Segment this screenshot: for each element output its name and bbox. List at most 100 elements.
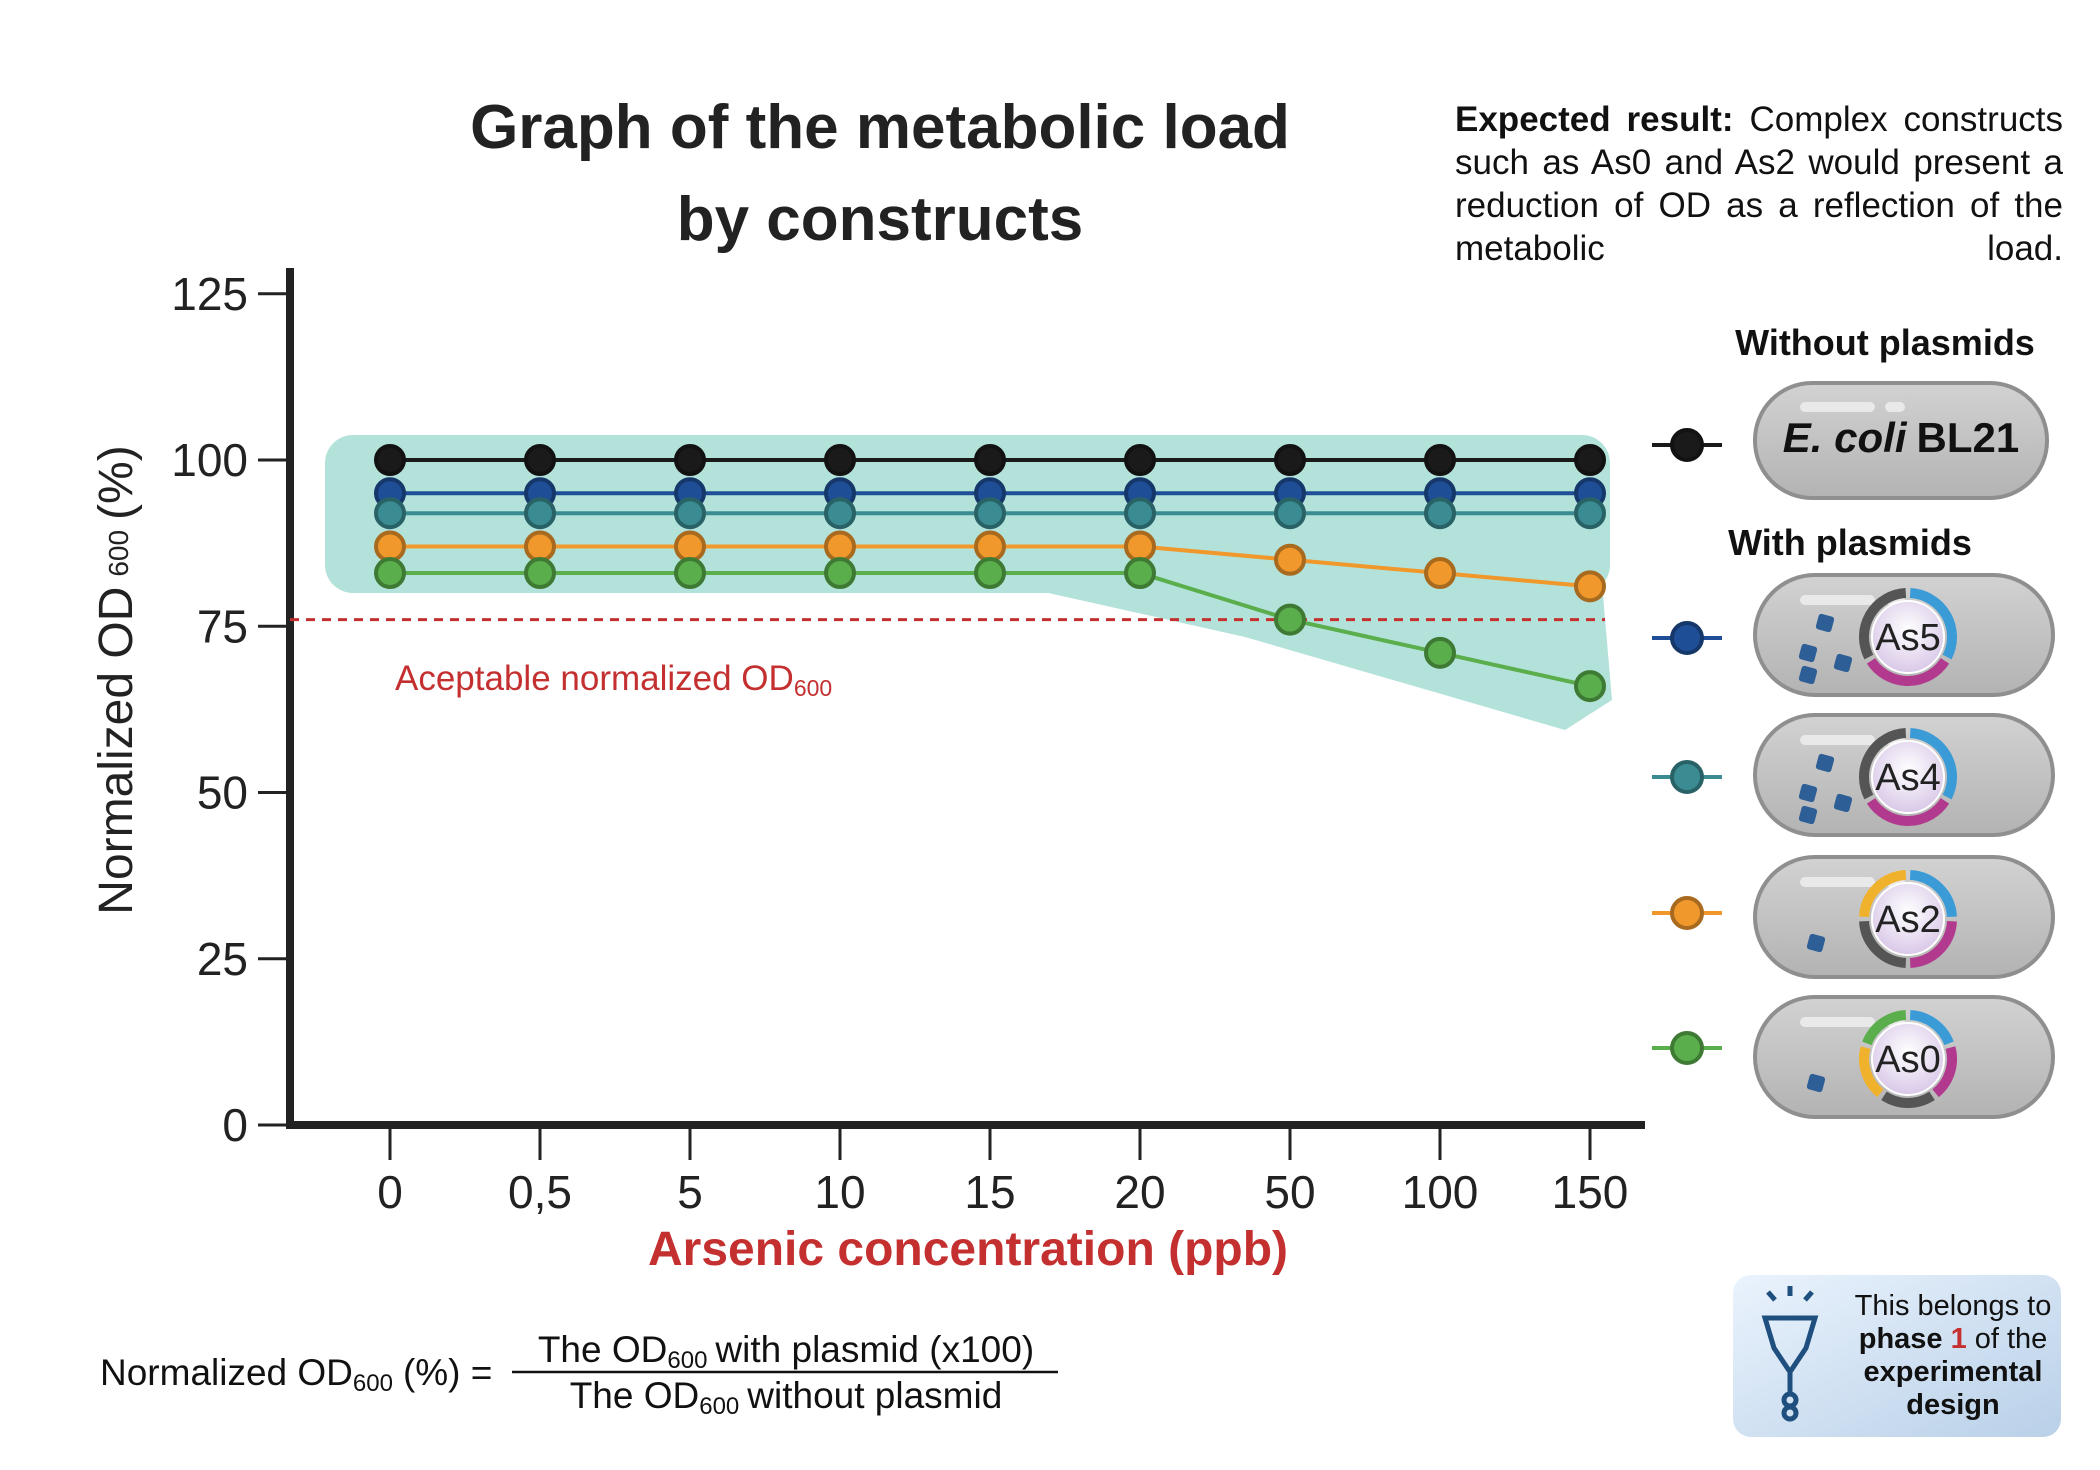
- series-layer: [374, 444, 1606, 703]
- series-e-coli-bl21: [374, 444, 1606, 476]
- data-point: [674, 530, 706, 563]
- data-point: [1574, 670, 1606, 703]
- plasmid-icon: [1871, 740, 1945, 814]
- y-tick-label: 50: [197, 767, 248, 819]
- formula-denominator: The OD600 without plasmid: [570, 1375, 1003, 1420]
- data-point: [1274, 543, 1306, 576]
- data-point: [1274, 497, 1306, 530]
- protein-icon: [1833, 653, 1853, 673]
- badge-line3: experimental: [1864, 1356, 2043, 1388]
- data-point: [1124, 530, 1156, 563]
- x-tick-label: 5: [677, 1166, 703, 1218]
- data-point: [1574, 570, 1606, 603]
- legend-marker: [1670, 1031, 1704, 1065]
- data-point: [1574, 444, 1606, 476]
- data-point: [1424, 444, 1456, 476]
- expected-result-label: Expected result:: [1455, 100, 1734, 139]
- legend-header-without: Without plasmids: [1735, 322, 2035, 363]
- x-tick-label: 15: [964, 1166, 1015, 1218]
- construct-cells: As5 As4 As2 As0: [1753, 573, 2055, 1119]
- construct-label: As5: [1875, 617, 1940, 659]
- legend-marker: [1670, 760, 1704, 794]
- y-tick-label: 125: [171, 268, 248, 320]
- data-point: [674, 444, 706, 476]
- data-point: [974, 444, 1006, 476]
- y-tick-label: 75: [197, 600, 248, 652]
- protein-icon: [1806, 933, 1826, 953]
- y-tick-label: 0: [222, 1099, 248, 1151]
- x-tick-label: 20: [1114, 1166, 1165, 1218]
- x-tick-label: 50: [1264, 1166, 1315, 1218]
- badge-line1: This belongs to: [1855, 1290, 2052, 1322]
- bl21-cell: E. coli BL21: [1753, 381, 2049, 500]
- construct-label: As4: [1875, 757, 1940, 799]
- legend-header-with: With plasmids: [1728, 522, 1972, 563]
- series-as4: [374, 497, 1606, 530]
- legend-marker: [1670, 621, 1704, 655]
- protein-icon: [1815, 613, 1835, 633]
- data-point: [1274, 603, 1306, 636]
- x-tick-label: 0,5: [508, 1166, 572, 1218]
- data-point: [1124, 557, 1156, 590]
- formula-numerator: The OD600 with plasmid (x100): [538, 1329, 1034, 1374]
- data-point: [824, 530, 856, 563]
- y-axis-label: Normalized OD600(%): [90, 445, 143, 914]
- chart-title-line1: Graph of the metabolic load: [470, 93, 1290, 162]
- series-as0: [374, 557, 1606, 703]
- protein-icon: [1806, 1073, 1826, 1093]
- plasmid-icon: [1871, 882, 1945, 956]
- data-point: [824, 497, 856, 530]
- x-ticks: 0 0,5 5 10 15 20 50 100 150: [377, 1129, 1628, 1218]
- data-point: [1124, 497, 1156, 530]
- data-point: [1424, 497, 1456, 530]
- lamp-icon: [1761, 1286, 1819, 1422]
- construct-label: As0: [1875, 1039, 1940, 1081]
- data-point: [374, 497, 406, 530]
- chart-title-line2: by constructs: [677, 185, 1084, 254]
- data-point: [374, 444, 406, 476]
- formula-lhs: Normalized OD600 (%) =: [100, 1352, 492, 1397]
- data-point: [824, 557, 856, 590]
- y-tick-label: 100: [171, 434, 248, 486]
- data-point: [1274, 444, 1306, 476]
- construct-cell-as0: As0: [1753, 995, 2055, 1119]
- data-point: [1574, 497, 1606, 530]
- construct-cell-as4: As4: [1753, 713, 2055, 837]
- construct-cell-as5: As5: [1753, 573, 2055, 697]
- legend-marker: [1670, 896, 1704, 930]
- data-point: [674, 497, 706, 530]
- data-point: [824, 444, 856, 476]
- expected-result-text: Expected result: Complex constructs such…: [1455, 98, 2063, 270]
- formula: Normalized OD600 (%) = The OD600 with plas…: [100, 1329, 1058, 1420]
- data-point: [974, 497, 1006, 530]
- badge-line4: design: [1906, 1389, 1999, 1421]
- construct-label: As2: [1875, 899, 1940, 941]
- data-point: [1424, 636, 1456, 669]
- y-tick-label: 25: [197, 933, 248, 985]
- protein-icon: [1798, 643, 1818, 663]
- data-point: [674, 557, 706, 590]
- bl21-label: E. coli BL21: [1783, 414, 2019, 461]
- construct-cell-as2: As2: [1753, 855, 2055, 979]
- legend-markers: [1652, 428, 1722, 1065]
- x-axis-label: Arsenic concentration (ppb): [648, 1223, 1288, 1276]
- y-ticks: 0 25 50 75 100 125: [171, 268, 290, 1151]
- phase-badge: This belongs to phase 1 of the experimenta…: [1733, 1275, 2061, 1437]
- expected-result-body: Complex constructs such as As0 and As2 w…: [1455, 100, 2064, 268]
- legend-marker: [1670, 428, 1704, 462]
- data-point: [1424, 557, 1456, 590]
- reference-line-label: Aceptable normalized OD600: [395, 659, 832, 701]
- data-point: [974, 530, 1006, 563]
- x-tick-label: 150: [1552, 1166, 1629, 1218]
- x-tick-label: 100: [1402, 1166, 1479, 1218]
- data-point: [1124, 444, 1156, 476]
- protein-icon: [1798, 805, 1818, 825]
- data-point: [524, 497, 556, 530]
- x-tick-label: 0: [377, 1166, 403, 1218]
- data-point: [524, 530, 556, 563]
- data-point: [524, 444, 556, 476]
- protein-icon: [1833, 793, 1853, 813]
- protein-icon: [1815, 753, 1835, 773]
- data-point: [524, 557, 556, 590]
